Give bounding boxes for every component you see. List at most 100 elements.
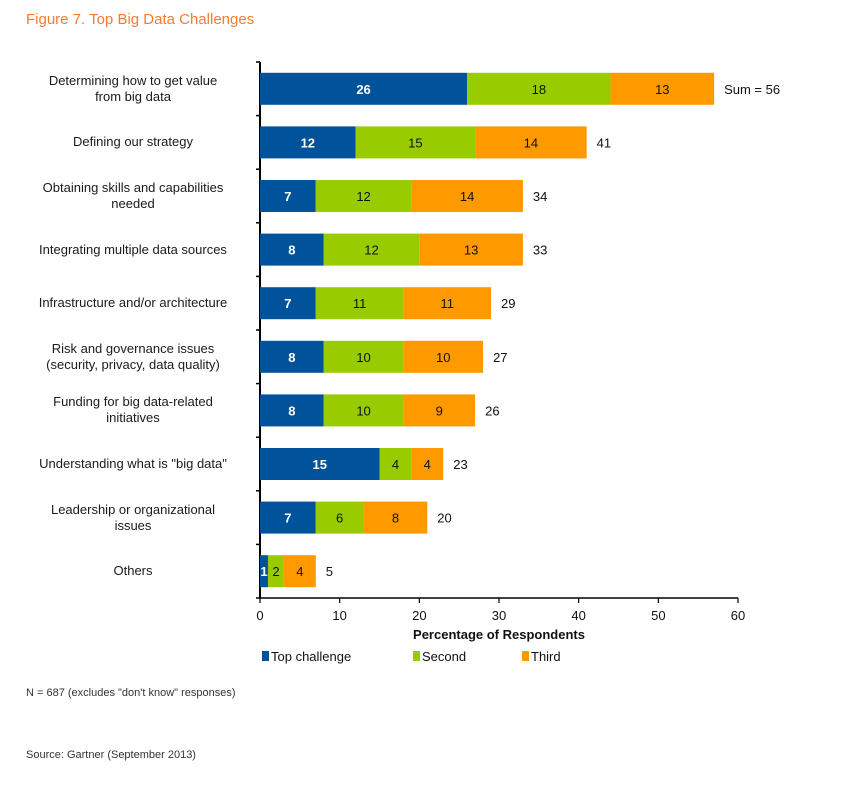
bar-segment-third: [411, 180, 523, 212]
data-label: 7: [284, 511, 291, 526]
x-tick-label: 50: [651, 608, 665, 623]
sum-label: 5: [326, 564, 333, 579]
category-label: Leadership or organizational issues: [18, 502, 248, 534]
x-tick-label: 10: [332, 608, 346, 623]
data-label: 14: [460, 189, 474, 204]
data-label: 11: [440, 296, 454, 311]
x-tick-label: 40: [571, 608, 585, 623]
sum-label: Sum = 56: [724, 82, 780, 97]
bar-segment-second: [315, 501, 364, 534]
bar-segment-third: [419, 233, 523, 266]
data-label: 4: [296, 564, 303, 579]
bar-segment-third: [403, 340, 484, 373]
sum-label: 41: [597, 135, 611, 150]
data-label: 8: [288, 403, 295, 418]
category-label-line: Determining how to get value: [48, 72, 218, 88]
bar-segment-second: [315, 180, 412, 212]
category-label-line: initiatives: [106, 410, 160, 426]
bar-segment-third: [403, 394, 476, 427]
sum-label: 20: [437, 511, 451, 526]
bar-segment-third: [411, 448, 444, 480]
bar-segment-second: [323, 340, 404, 373]
chart-title: Figure 7. Top Big Data Challenges: [26, 11, 255, 28]
category-label-line: Understanding what is "big data": [39, 456, 227, 471]
category-label: Funding for big data-related initiatives: [18, 394, 248, 426]
category-label-line: Infrastructure and/or architecture: [38, 295, 228, 311]
bar-segment-second: [379, 448, 412, 480]
sum-label: 29: [501, 296, 515, 311]
bar-segment-top-challenge: [260, 501, 316, 534]
data-label: 8: [288, 243, 295, 258]
bar-segment-third: [610, 72, 715, 105]
sum-label: 34: [533, 189, 547, 204]
bar-segment-third: [403, 287, 492, 320]
bar-segment-top-challenge: [260, 126, 356, 159]
category-label: Others: [18, 563, 248, 579]
data-label: 7: [284, 296, 291, 311]
category-label-line: (security, privacy, data quality): [46, 356, 220, 372]
x-tick-label: 0: [256, 608, 263, 623]
sample-size-note: N = 687 (excludes "don't know" responses…: [26, 687, 236, 699]
data-label: 11: [353, 296, 367, 311]
bar-segment-top-challenge: [260, 340, 324, 373]
data-label: 12: [364, 243, 378, 258]
data-label: 26: [356, 82, 370, 97]
data-label: 10: [356, 403, 370, 418]
category-label: Infrastructure and/or architecture: [18, 295, 248, 311]
bar-segment-third: [475, 126, 587, 159]
sum-label: 23: [453, 457, 467, 472]
bar-segment-top-challenge: [260, 180, 316, 212]
category-label-line: needed: [111, 196, 155, 211]
source-note: Source: Gartner (September 2013): [26, 749, 196, 761]
bar-segment-third: [283, 555, 316, 588]
data-label: 15: [408, 135, 422, 150]
legend-swatch: [522, 651, 529, 661]
data-label: 18: [532, 82, 546, 97]
category-label-line: Defining our strategy: [73, 134, 193, 150]
data-label: 13: [655, 82, 669, 97]
x-axis-title: Percentage of Respondents: [413, 627, 585, 642]
data-label: 14: [524, 135, 538, 150]
category-label-line: from big data: [95, 88, 171, 104]
category-label: Obtaining skills and capabilities needed: [18, 180, 248, 212]
legend-swatch: [262, 651, 269, 661]
bar-segment-top-challenge: [260, 394, 324, 427]
data-label: 13: [464, 243, 478, 258]
x-tick-label: 30: [492, 608, 506, 623]
bar-segment-top-challenge: [260, 72, 468, 105]
data-label: 8: [392, 511, 399, 526]
category-label: Determining how to get value from big dat…: [18, 73, 248, 105]
data-label: 1: [260, 564, 267, 579]
category-label-line: issues: [114, 517, 152, 533]
category-label-line: Leadership or organizational: [50, 501, 216, 517]
sum-label: 33: [533, 243, 547, 258]
category-label: Risk and governance issues (security, pri…: [18, 341, 248, 373]
bar-segment-second: [323, 394, 404, 427]
legend-label: Third: [531, 649, 561, 664]
category-label-line: Obtaining skills and capabilities: [42, 180, 224, 195]
data-label: 6: [336, 511, 343, 526]
sum-label: 27: [493, 350, 507, 365]
data-label: 10: [356, 350, 370, 365]
category-label: Defining our strategy: [18, 134, 248, 150]
data-label: 8: [288, 350, 295, 365]
bar-segment-top-challenge: [260, 448, 380, 480]
data-label: 4: [392, 457, 399, 472]
bar-segment-second: [355, 126, 476, 159]
data-label: 4: [424, 457, 431, 472]
data-label: 2: [272, 564, 279, 579]
data-label: 12: [356, 189, 370, 204]
bar-segment-second: [323, 233, 420, 266]
bar-segment-third: [363, 501, 428, 534]
category-label-line: Risk and governance issues: [51, 340, 215, 356]
data-label: 7: [284, 189, 291, 204]
bar-segment-second: [467, 72, 611, 105]
category-label-line: Integrating multiple data sources: [39, 241, 227, 257]
data-label: 12: [301, 135, 315, 150]
bar-segment-second: [315, 287, 404, 320]
bar-segment-top-challenge: [260, 287, 316, 320]
category-label: Understanding what is "big data": [18, 456, 248, 472]
bar-segment-top-challenge: [260, 233, 324, 266]
legend-label: Second: [422, 649, 466, 664]
